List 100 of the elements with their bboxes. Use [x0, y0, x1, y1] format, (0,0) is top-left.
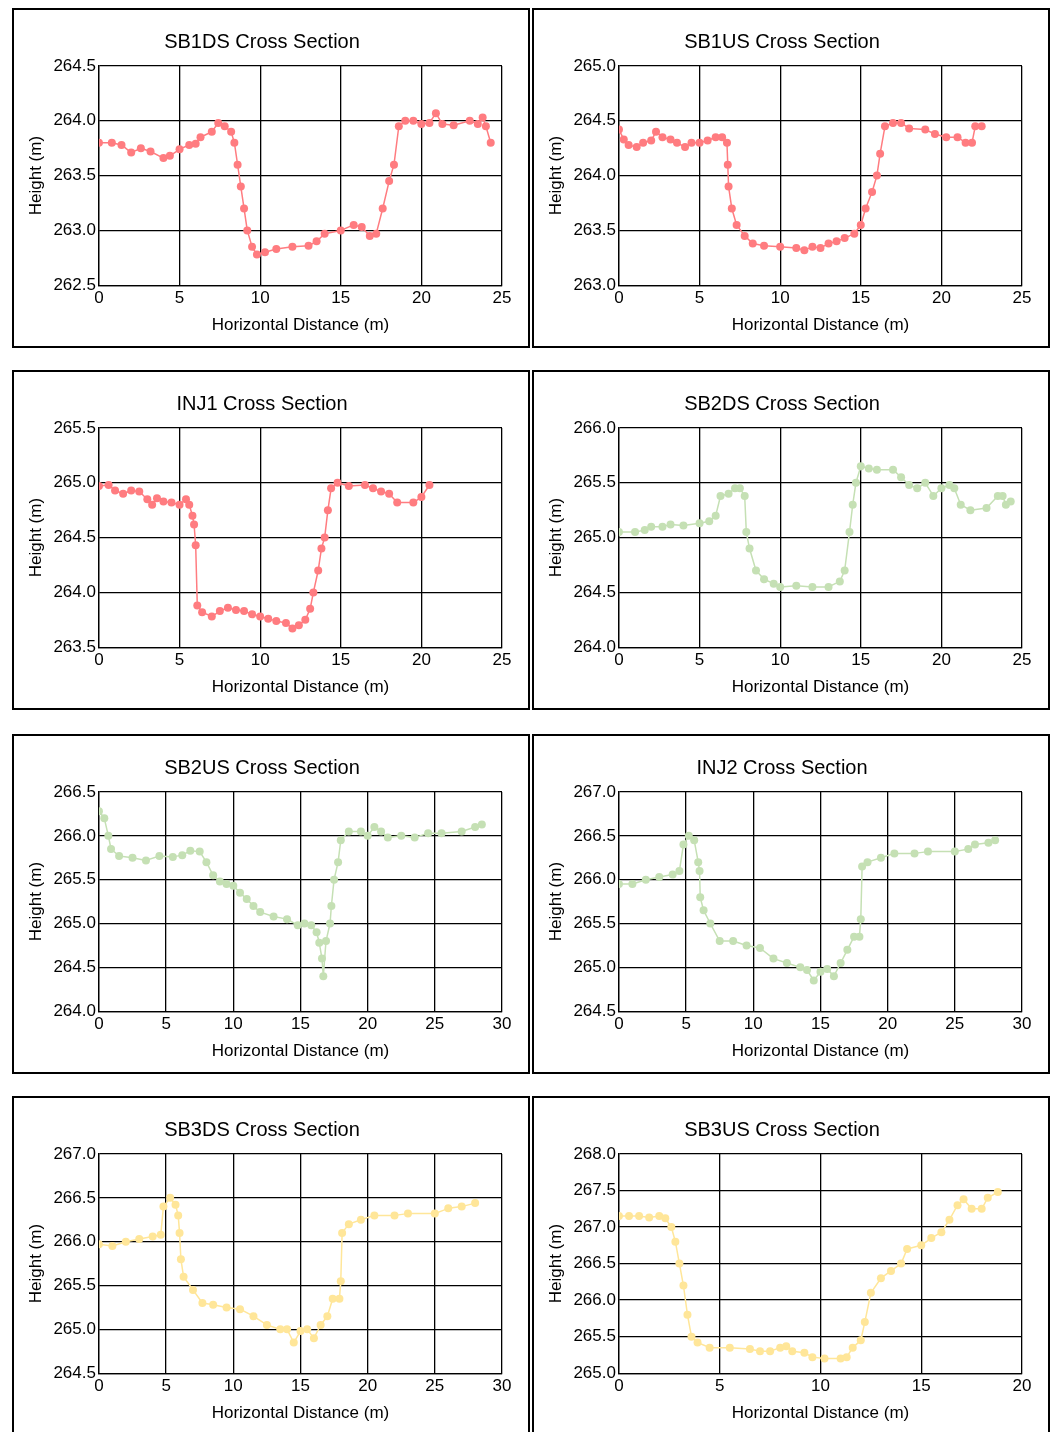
- point: [703, 136, 712, 145]
- point: [438, 120, 447, 129]
- point: [430, 1209, 439, 1218]
- point: [776, 582, 785, 591]
- point: [338, 1228, 347, 1237]
- point: [718, 133, 727, 142]
- point: [256, 612, 265, 621]
- point: [269, 912, 278, 921]
- point: [182, 495, 190, 504]
- y-tick-label: 265.0: [53, 1319, 96, 1339]
- point: [198, 608, 207, 617]
- point: [370, 1211, 379, 1220]
- point: [410, 833, 419, 842]
- point: [858, 862, 867, 871]
- point: [425, 118, 434, 127]
- point: [127, 486, 136, 495]
- point: [449, 121, 458, 130]
- point: [135, 1235, 144, 1244]
- y-tick-label: 264.5: [573, 582, 616, 602]
- point: [166, 1193, 175, 1202]
- point: [143, 495, 152, 504]
- point: [261, 248, 269, 257]
- point: [792, 581, 801, 590]
- x-tick-label: 15: [851, 288, 871, 308]
- point: [296, 1327, 305, 1336]
- y-tick-label: 265.5: [53, 869, 96, 889]
- point: [722, 138, 731, 147]
- point: [202, 858, 211, 867]
- point: [176, 1255, 185, 1264]
- point: [117, 140, 126, 149]
- point: [769, 954, 778, 963]
- point: [357, 223, 366, 232]
- point: [645, 1213, 654, 1222]
- point: [444, 1204, 453, 1213]
- point: [249, 901, 258, 910]
- x-tick-label: 0: [94, 1014, 104, 1034]
- point: [272, 245, 281, 254]
- point: [625, 1212, 634, 1221]
- y-tick-label: 267.5: [573, 1180, 616, 1200]
- point: [856, 462, 865, 471]
- point: [732, 220, 741, 229]
- point: [236, 888, 245, 897]
- point: [803, 965, 812, 974]
- point: [127, 148, 136, 157]
- point: [326, 919, 335, 928]
- point: [748, 239, 757, 248]
- point: [214, 118, 223, 127]
- point: [207, 612, 216, 621]
- point: [179, 1272, 188, 1281]
- point: [756, 944, 765, 953]
- y-tick-label: 264.5: [53, 527, 96, 547]
- point: [249, 1312, 258, 1321]
- point: [190, 520, 199, 529]
- point: [927, 1234, 936, 1243]
- point: [729, 937, 738, 946]
- point: [953, 1201, 962, 1210]
- point: [336, 226, 345, 235]
- point: [647, 522, 656, 531]
- point: [465, 116, 474, 125]
- point: [982, 504, 991, 513]
- point: [675, 866, 684, 875]
- point: [108, 1242, 117, 1251]
- point: [699, 906, 708, 915]
- point: [655, 873, 664, 882]
- x-tick-label: 30: [492, 1376, 512, 1396]
- x-axis-title: Horizontal Distance (m): [731, 1041, 910, 1061]
- point: [672, 138, 681, 147]
- point: [745, 1345, 754, 1354]
- point: [716, 491, 725, 500]
- y-axis-title: Height (m): [25, 497, 45, 578]
- point: [724, 182, 733, 191]
- point: [760, 241, 769, 250]
- point: [471, 823, 480, 832]
- point: [397, 831, 406, 840]
- point: [864, 464, 873, 473]
- point: [856, 1336, 865, 1345]
- y-tick-label: 265.0: [573, 957, 616, 977]
- y-tick-label: 265.5: [573, 1326, 616, 1346]
- y-tick-label: 264.5: [53, 957, 96, 977]
- x-tick-label: 25: [492, 650, 512, 670]
- point: [856, 915, 865, 924]
- point: [897, 1259, 906, 1268]
- point: [481, 122, 490, 131]
- point: [876, 1274, 885, 1283]
- point: [970, 840, 979, 849]
- point: [323, 506, 332, 515]
- point: [196, 133, 205, 142]
- x-tick-label: 10: [811, 1376, 830, 1396]
- point: [188, 1285, 197, 1294]
- point: [148, 1232, 157, 1241]
- point: [984, 838, 993, 847]
- point: [836, 958, 845, 967]
- point: [675, 1259, 684, 1268]
- point: [159, 497, 168, 506]
- point: [306, 604, 315, 613]
- point: [431, 109, 440, 118]
- x-axis-title: Horizontal Distance (m): [731, 677, 910, 697]
- point: [861, 204, 870, 213]
- point: [229, 881, 238, 890]
- point: [929, 491, 938, 500]
